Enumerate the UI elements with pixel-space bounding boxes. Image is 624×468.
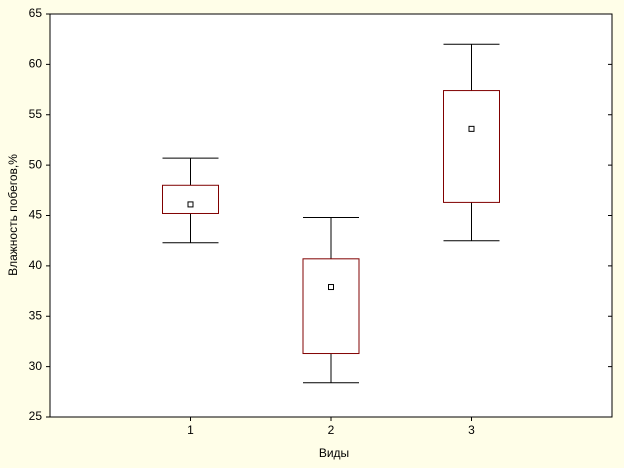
y-tick-label: 65: [29, 6, 43, 20]
y-axis-label: Влажность побегов,%: [6, 154, 20, 276]
x-axis-label: Виды: [319, 446, 349, 460]
median-point: [187, 201, 194, 208]
median-point: [468, 125, 475, 132]
y-tick-label: 55: [29, 107, 43, 121]
y-tick-label: 35: [29, 308, 43, 322]
y-tick-label: 40: [29, 258, 43, 272]
box: [443, 90, 500, 203]
y-tick-label: 50: [29, 157, 43, 171]
y-tick-label: 30: [29, 359, 43, 373]
box: [302, 258, 360, 355]
y-tick-label: 45: [29, 208, 43, 222]
median-point: [328, 284, 334, 291]
y-tick-label: 60: [29, 57, 43, 71]
y-tick-label: 25: [29, 409, 43, 423]
x-tick-label: 2: [328, 423, 335, 437]
box: [162, 184, 219, 214]
x-tick-label: 1: [187, 423, 194, 437]
x-tick-label: 3: [468, 423, 475, 437]
